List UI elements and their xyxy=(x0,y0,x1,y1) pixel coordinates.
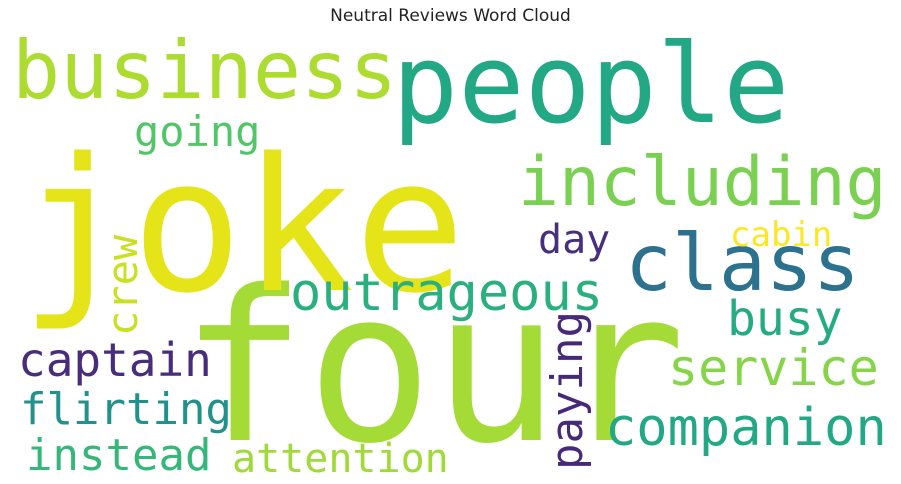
word-service: service xyxy=(668,339,879,397)
word-crew: crew xyxy=(98,234,147,336)
word-people: people xyxy=(392,20,789,148)
word-attention: attention xyxy=(232,436,449,482)
word-captain: captain xyxy=(18,333,212,387)
word-busy: busy xyxy=(727,291,843,347)
word-cabin: cabin xyxy=(730,215,832,255)
word-companion: companion xyxy=(605,398,887,458)
word-day: day xyxy=(538,217,610,263)
word-business: business xyxy=(12,24,397,117)
word-class: class xyxy=(625,219,860,309)
word-going: going xyxy=(134,107,260,156)
word-joke: joke xyxy=(20,118,466,334)
word-paying: paying xyxy=(542,311,593,470)
chart-title: Neutral Reviews Word Cloud xyxy=(330,6,571,26)
word-including: including xyxy=(518,143,886,222)
word-outrageous: outrageous xyxy=(290,263,603,323)
word-instead: instead xyxy=(26,430,211,481)
word-flirting: flirting xyxy=(20,384,232,435)
word-four: four xyxy=(180,245,686,484)
